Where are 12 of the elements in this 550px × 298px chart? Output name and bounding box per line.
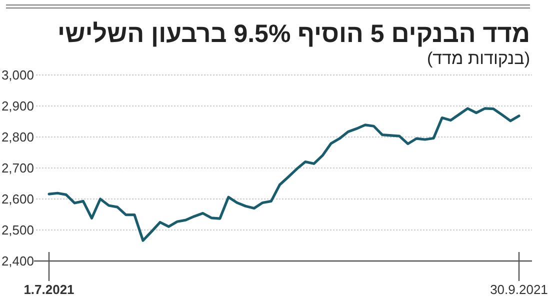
chart-subtitle: (בנקודות מדד) xyxy=(426,49,530,68)
y-tick-label: 2,400 xyxy=(1,254,34,269)
y-tick-label: 3,000 xyxy=(1,68,34,83)
x-tick-label: 1.7.2021 xyxy=(24,282,74,297)
y-tick-label: 2,500 xyxy=(1,222,34,238)
y-tick-label: 2,800 xyxy=(1,130,34,145)
chart-title: מדד הבנקים 5 הוסיף 9.5% ברבעון השלישי xyxy=(58,20,530,48)
y-tick-label: 2,600 xyxy=(1,192,34,207)
y-tick-label: 2,900 xyxy=(1,98,34,114)
x-tick-label: 30.9.2021 xyxy=(490,282,548,297)
y-tick-label: 2,700 xyxy=(1,160,34,176)
line-series xyxy=(48,107,520,242)
